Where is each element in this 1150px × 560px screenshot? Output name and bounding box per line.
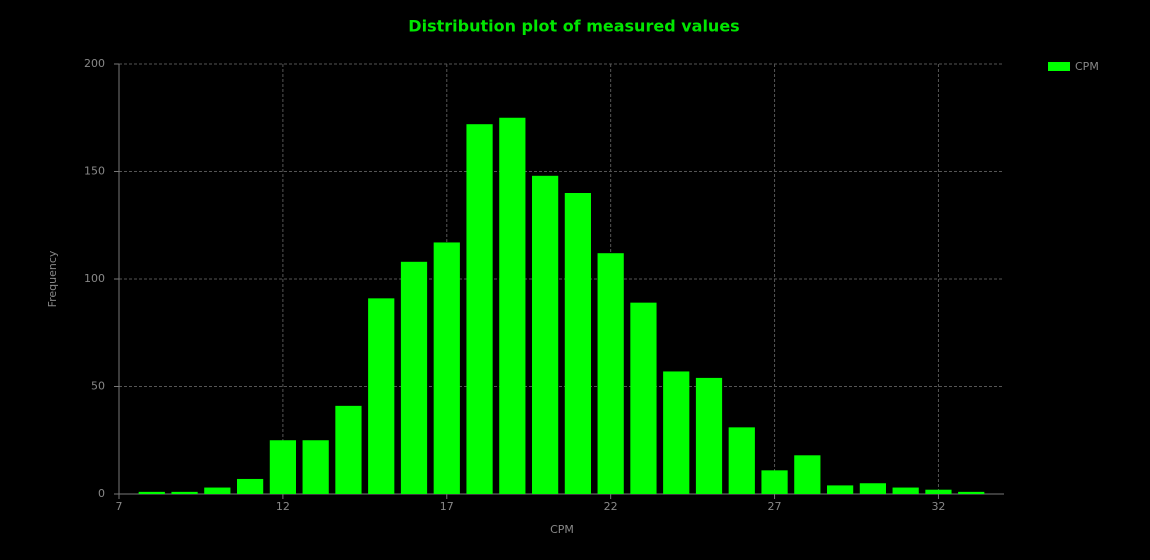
bar — [597, 253, 624, 494]
x-tick-label: 7 — [116, 500, 123, 513]
x-tick-label: 22 — [604, 500, 618, 513]
bar — [564, 193, 591, 494]
bar — [892, 487, 919, 494]
x-tick-label: 32 — [931, 500, 945, 513]
legend-label: CPM — [1075, 60, 1099, 73]
bar — [237, 478, 264, 494]
y-tick-label: 100 — [84, 272, 105, 285]
bar — [827, 485, 854, 494]
bar — [958, 491, 985, 494]
x-tick-label: 27 — [768, 500, 782, 513]
x-axis-label: CPM — [550, 523, 574, 536]
y-tick-label: 150 — [84, 165, 105, 178]
y-tick-label: 50 — [91, 380, 105, 393]
bar — [663, 371, 690, 494]
bar — [171, 491, 198, 494]
bar — [630, 302, 657, 494]
bar — [400, 261, 428, 494]
x-tick-label: 12 — [276, 500, 290, 513]
bar — [302, 440, 329, 494]
bar — [728, 427, 755, 494]
bar — [204, 487, 231, 494]
bar — [368, 298, 395, 494]
bar — [925, 489, 952, 494]
legend-swatch — [1048, 62, 1070, 71]
bar — [433, 242, 460, 494]
bar — [138, 491, 165, 494]
bar — [335, 405, 362, 494]
bar — [794, 455, 821, 494]
x-tick-label: 17 — [440, 500, 454, 513]
bar — [269, 440, 296, 494]
y-tick-label: 200 — [84, 57, 105, 70]
y-tick-label: 0 — [98, 487, 105, 500]
y-axis-label: Frequency — [46, 250, 59, 307]
bar — [499, 117, 526, 494]
bar — [859, 483, 886, 494]
bar — [466, 124, 493, 494]
bar — [761, 470, 788, 494]
chart-title: Distribution plot of measured values — [408, 17, 739, 36]
bar — [532, 175, 559, 495]
bar — [695, 377, 723, 494]
